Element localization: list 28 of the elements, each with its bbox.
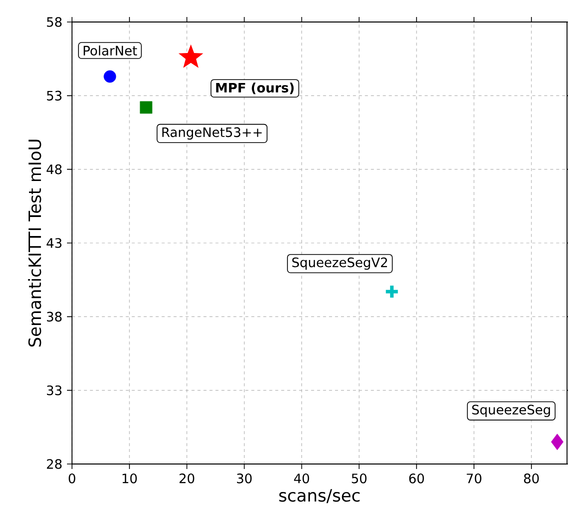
x-axis-title: scans/sec <box>279 489 360 504</box>
y-tick-label: 33 <box>46 385 62 396</box>
y-tick-label: 58 <box>47 17 62 27</box>
y-tick-label: 28 <box>46 459 62 469</box>
series-label: PolarNet <box>84 45 138 56</box>
series-label: SqueezeSegV2 <box>292 257 387 270</box>
x-tick-label: 0 <box>68 474 76 484</box>
x-tick-label: 20 <box>180 474 194 484</box>
point <box>384 284 400 300</box>
y-tick-label: 43 <box>46 238 62 248</box>
point <box>178 44 204 68</box>
x-tick-label: 40 <box>294 474 310 484</box>
x-tick-label: 50 <box>352 474 366 484</box>
x-tick-label: 70 <box>466 474 482 484</box>
x-tick-label: 10 <box>122 474 137 484</box>
x-tick-label: 60 <box>409 474 424 484</box>
y-tick-label: 53 <box>47 90 62 101</box>
point <box>551 434 564 450</box>
series-label: RangeNet53++ <box>162 127 262 140</box>
point <box>140 101 152 114</box>
x-tick-label: 80 <box>524 474 539 484</box>
series-label: SqueezeSeg <box>472 404 550 418</box>
point <box>104 70 116 83</box>
y-axis-title: SemanticKITTI Test mIoU <box>28 140 42 347</box>
x-tick-label: 30 <box>237 474 252 484</box>
series-label: MPF (ours) <box>216 82 294 94</box>
y-tick-label: 38 <box>46 312 62 322</box>
y-tick-label: 48 <box>46 164 62 174</box>
